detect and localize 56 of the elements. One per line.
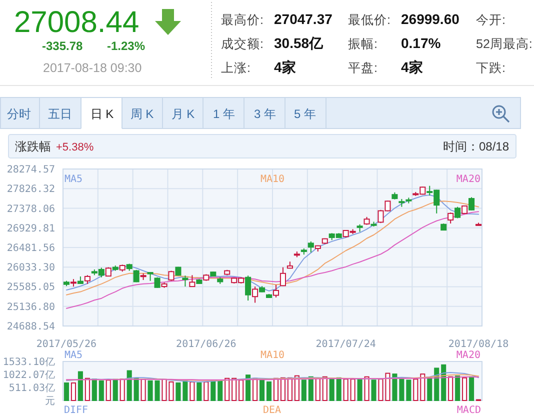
- y-tick-label: 元: [45, 396, 55, 407]
- text: 分时: [7, 107, 31, 121]
- text: 30.58亿: [274, 35, 324, 51]
- y-tick-label: 26481.56: [6, 243, 55, 254]
- text: 上涨:: [221, 61, 250, 75]
- y-tick-label: 24688.54: [6, 322, 55, 332]
- x-tick-label: 2017/08/18: [448, 339, 509, 350]
- y-tick-label: 27378.06: [6, 204, 55, 215]
- text: 五日: [48, 107, 72, 121]
- text: 1 年: [212, 107, 236, 121]
- text: 周 K: [130, 107, 154, 121]
- text: MA20: [456, 174, 480, 185]
- text: MA5: [64, 174, 83, 185]
- y-tick-label: 25136.80: [6, 302, 55, 313]
- text: -1.23%: [107, 39, 146, 53]
- text: 26999.60: [401, 11, 460, 27]
- y-tick-label: 26033.30: [6, 262, 55, 274]
- series-label: MA5: [64, 350, 83, 361]
- text: 时间：08/18: [442, 140, 510, 154]
- text: +5.38%: [56, 142, 94, 154]
- text: DEA: [263, 405, 282, 415]
- text: 月 K: [171, 107, 195, 121]
- text: MACD: [456, 405, 481, 415]
- text: 3 年: [254, 107, 276, 121]
- text: 今开:: [476, 13, 506, 27]
- y-tick-label: 28274.57: [6, 164, 55, 176]
- text: MA10: [260, 174, 285, 185]
- text: 4家: [274, 59, 296, 75]
- text: 5 年: [294, 107, 316, 121]
- y-tick-label: 27826.32: [6, 184, 55, 196]
- text: 日 K: [90, 107, 114, 121]
- text: 27008.44: [14, 6, 140, 39]
- y-tick-label: 1022.07亿: [2, 370, 55, 381]
- x-tick-label: 2017/06/26: [176, 339, 236, 350]
- series-label: MA10: [260, 350, 285, 361]
- text: 2017-08-18 09:30: [43, 61, 142, 75]
- text: -335.78: [42, 39, 84, 53]
- y-tick-label: 25585.05: [6, 282, 55, 294]
- y-tick-label: 1533.10亿: [2, 357, 55, 368]
- text: 涨跌幅: [15, 140, 51, 154]
- x-tick-label: 2017/05/26: [36, 339, 97, 350]
- text: 最低价:: [348, 13, 390, 27]
- text: 27047.37: [274, 11, 333, 27]
- text: 52周最高:: [476, 36, 532, 51]
- text: 下跌:: [476, 61, 506, 75]
- x-tick-label: 2017/07/24: [316, 339, 376, 350]
- text: 最高价:: [221, 12, 264, 27]
- text: DIFF: [64, 405, 88, 415]
- text: 0.17%: [401, 35, 442, 51]
- series-label: MA20: [456, 350, 480, 361]
- text: 4家: [401, 59, 423, 75]
- text: 振幅:: [348, 37, 378, 51]
- y-tick-label: 511.03亿: [8, 383, 55, 394]
- text: 平盘:: [348, 61, 378, 75]
- y-tick-label: 26929.81: [6, 223, 55, 234]
- text: 成交额:: [221, 36, 264, 51]
